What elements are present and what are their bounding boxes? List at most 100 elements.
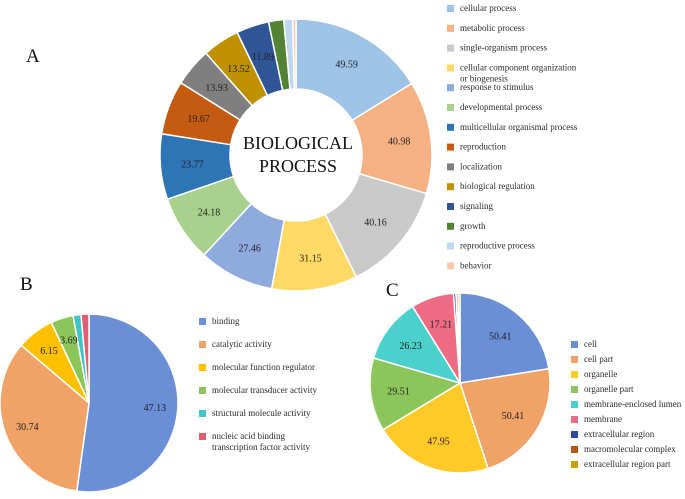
legend-label: extracellular region part	[584, 459, 671, 469]
legend-label: binding	[212, 316, 240, 326]
legend-swatch	[571, 461, 578, 468]
legend-label: cell	[584, 339, 597, 349]
panel-a-legend: cellular process metabolic process single-…	[447, 3, 578, 270]
panel-c-legend: cell cell part organelle organelle part memb…	[571, 339, 682, 469]
legend-item-membrane-enclosed-lumen: membrane-enclosed lumen	[571, 399, 682, 409]
panel-b-data-labels: 47.13 30.74 6.153.69	[16, 336, 166, 433]
donut-center-line-1: BIOLOGICAL	[243, 133, 353, 153]
data-label-membrane-enclosed-lumen: 26.23	[399, 341, 422, 352]
legend-swatch	[199, 341, 206, 348]
panel-b-legend: binding catalytic activity molecular funct…	[199, 316, 317, 452]
panel-a-letter: A	[26, 46, 40, 67]
data-label-metabolic-process: 40.98	[388, 137, 411, 148]
legend-swatch	[447, 5, 454, 12]
slice-binding	[75, 313, 179, 493]
data-label-cell-part: 50.41	[502, 411, 525, 422]
slice-behavior	[291, 18, 297, 90]
panel-c-slices	[369, 292, 551, 474]
legend-item-cellular-process: cellular process	[447, 3, 517, 13]
legend-swatch	[447, 183, 454, 191]
legend-item-cell-part: cell part	[571, 354, 614, 364]
data-label-developmental-process: 24.18	[198, 207, 221, 218]
legend-label: nucleic acid binding	[212, 431, 285, 441]
legend-swatch	[447, 163, 454, 171]
legend-label: or biogenesis	[460, 73, 508, 83]
legend-item-biological-regulation: biological regulation	[447, 181, 535, 191]
legend-item-catalytic-activity: catalytic activity	[199, 339, 272, 349]
legend-item-molecular-function-regulator: molecular function regulator	[199, 362, 315, 372]
slice-organelle-part	[369, 357, 462, 431]
legend-label: cellular process	[460, 3, 517, 13]
legend-swatch	[571, 386, 578, 393]
legend-swatch	[199, 410, 206, 417]
legend-label: biological regulation	[460, 181, 535, 191]
slice-membrane-enclosed-lumen	[372, 305, 462, 385]
slice-cellular-process	[295, 18, 413, 122]
legend-label: developmental process	[460, 102, 543, 112]
data-label-molecular-transducer-activity: 3.69	[60, 336, 78, 347]
legend-item-reproduction: reproduction	[447, 142, 506, 152]
legend-label: reproduction	[460, 142, 506, 152]
legend-swatch	[571, 446, 578, 453]
legend-item-developmental-process: developmental process	[447, 102, 543, 112]
slice-organelle	[382, 381, 490, 474]
legend-item-reproductive-process: reproductive process	[447, 241, 535, 251]
legend-swatch	[447, 104, 454, 111]
panel-a-biological-process: A 49.59 40.98 40.16 31.15 27.46 24.18 23.77 19.…	[26, 3, 578, 292]
legend-label: metabolic process	[460, 23, 525, 33]
legend-label: macromolecular complex	[584, 444, 676, 454]
data-label-cellular-component-organization-or-biogenesis: 31.15	[299, 253, 322, 264]
legend-swatch	[199, 433, 206, 440]
legend-label: molecular transducer activity	[212, 385, 317, 395]
panel-b-letter: B	[20, 274, 33, 295]
legend-label: molecular function regulator	[212, 362, 315, 372]
legend-item-multicellular-organismal-process: multicellular organismal process	[447, 122, 578, 132]
legend-item-growth: growth	[447, 221, 486, 231]
data-label-cellular-process: 49.59	[335, 60, 358, 71]
legend-swatch	[571, 371, 578, 378]
legend-label: signaling	[460, 201, 493, 211]
legend-label: extracellular region	[584, 429, 655, 439]
legend-swatch	[447, 123, 454, 131]
legend-item-organelle: organelle	[571, 369, 617, 379]
legend-item-structural-molecule-activity: structural molecule activity	[199, 408, 311, 418]
legend-swatch	[447, 84, 454, 92]
legend-label: organelle	[584, 369, 617, 379]
legend-swatch	[447, 203, 454, 210]
legend-label: cell part	[584, 354, 614, 364]
data-label-single-organism-process: 40.16	[364, 217, 387, 228]
donut-center-line-2: PROCESS	[259, 156, 337, 176]
legend-label: membrane	[584, 414, 622, 424]
legend-swatch	[571, 431, 578, 438]
legend-label: multicellular organismal process	[460, 122, 578, 132]
legend-item-macromolecular-complex: macromolecular complex	[571, 444, 676, 454]
data-label-reproduction: 19.67	[187, 114, 210, 125]
legend-item-binding: binding	[199, 316, 240, 326]
legend-item-molecular-transducer-activity: molecular transducer activity	[199, 385, 317, 395]
legend-swatch	[447, 24, 454, 32]
legend-item-organelle-part: organelle part	[571, 384, 634, 394]
legend-label: structural molecule activity	[212, 408, 311, 418]
slice-cell	[459, 292, 550, 384]
slice-nucleic-acid-binding-transcription-factor-activity	[80, 313, 90, 404]
slice-extracellular-region-part	[457, 292, 461, 384]
legend-item-cell: cell	[571, 339, 597, 349]
panel-a-slices	[159, 18, 433, 292]
legend-item-localization: localization	[447, 161, 502, 171]
panel-c-data-labels: 50.41 50.41 47.95 29.51 26.23 17.21	[387, 320, 524, 448]
legend-swatch	[571, 416, 578, 423]
legend-item-signaling: signaling	[447, 201, 493, 211]
legend-label: transcription factor activity	[212, 442, 310, 452]
legend-label: catalytic activity	[212, 339, 272, 349]
data-label-membrane: 17.21	[430, 320, 453, 331]
legend-label: cellular component organization	[460, 62, 577, 72]
data-label-catalytic-activity: 30.74	[16, 422, 39, 433]
legend-item-extracellular-region-part: extracellular region part	[571, 459, 671, 469]
data-label-multicellular-organismal-process: 23.77	[181, 160, 204, 171]
legend-swatch	[447, 64, 454, 72]
legend-swatch	[571, 401, 578, 408]
legend-swatch	[447, 262, 454, 270]
